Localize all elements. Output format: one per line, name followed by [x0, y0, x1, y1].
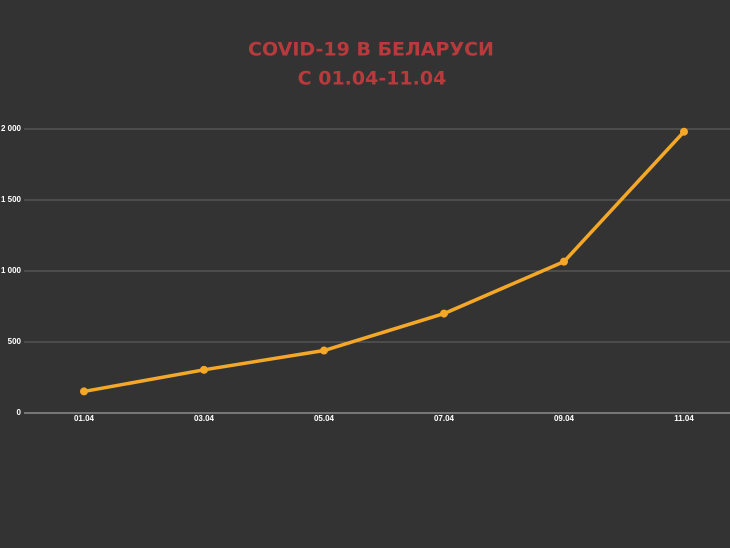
data-point	[80, 387, 88, 396]
x-tick-label: 07.04	[434, 414, 455, 423]
y-tick-label: 2 000	[1, 124, 22, 133]
data-point	[200, 365, 208, 374]
y-tick-label: 1 500	[1, 195, 22, 204]
x-tick-label: 05.04	[314, 414, 335, 423]
x-tick-label: 09.04	[554, 414, 575, 423]
data-point	[440, 309, 448, 318]
data-line	[83, 130, 686, 394]
chart-title: COVID-19 В БЕЛАРУСИ	[248, 39, 494, 61]
y-tick-label: 0	[17, 408, 22, 417]
y-tick-label: 500	[8, 337, 22, 346]
data-point	[560, 257, 568, 266]
x-tick-label: 11.04	[674, 414, 694, 423]
x-tick-label: 03.04	[194, 414, 215, 423]
data-point	[680, 127, 688, 136]
chart-subtitle: С 01.04-11.04	[298, 68, 447, 90]
y-tick-label: 1 000	[1, 266, 22, 275]
x-tick-label: 01.04	[74, 414, 95, 423]
data-point	[320, 346, 328, 355]
